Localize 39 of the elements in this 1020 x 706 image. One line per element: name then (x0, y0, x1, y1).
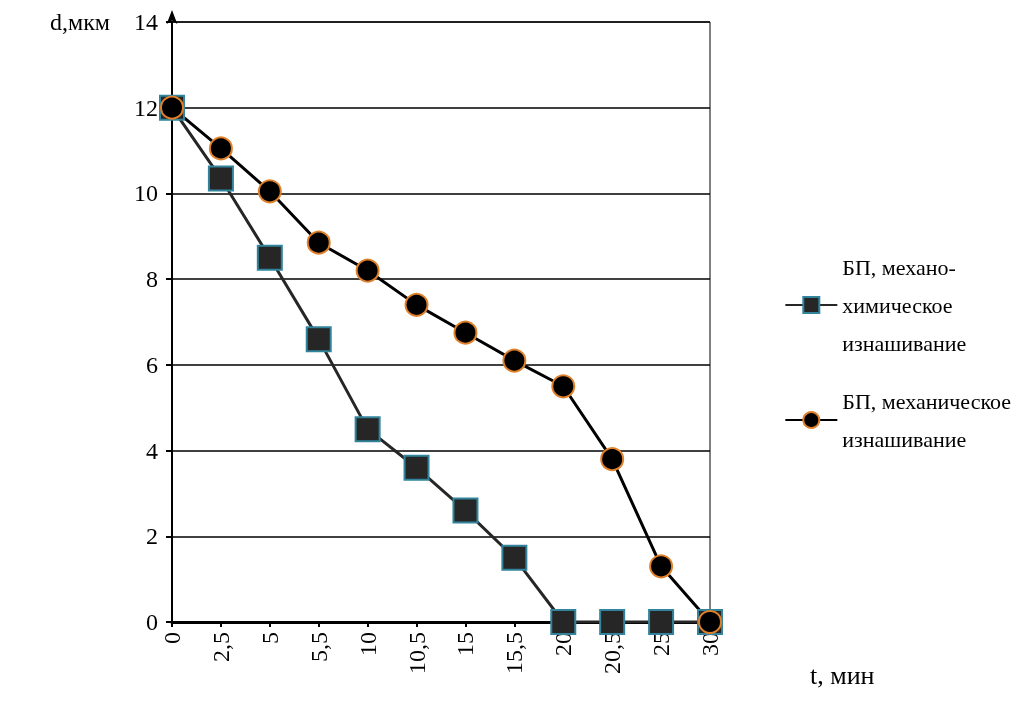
point (257, 179, 282, 204)
y-tick-label: 4 (146, 437, 158, 464)
y-tick-label: 12 (134, 94, 158, 121)
y-axis-title: d,мкм (49, 9, 110, 35)
x-tick-label: 5,5 (305, 632, 332, 662)
point (403, 454, 430, 481)
point (501, 544, 528, 571)
point (453, 320, 478, 345)
point (551, 374, 576, 399)
point (550, 609, 577, 635)
legend-label: БП, механическое изнашивание (842, 388, 1011, 452)
legend-label: БП, механо-химическое изнашивание (842, 254, 967, 356)
point (600, 447, 625, 472)
point (355, 258, 380, 283)
point (452, 497, 479, 524)
x-tick-label: 15 (452, 632, 479, 656)
point (599, 609, 626, 635)
y-tick-label: 2 (146, 523, 158, 550)
point (648, 609, 675, 635)
x-tick-label: 0 (159, 632, 185, 644)
x-axis-title: t, мин (810, 660, 875, 690)
x-tick-label: 2,5 (207, 632, 234, 662)
point (208, 136, 233, 161)
x-tick-label: 15,5 (501, 632, 528, 674)
y-tick-label: 10 (134, 180, 158, 207)
x-tick-label: 10 (354, 632, 381, 656)
x-tick-label: 5 (256, 632, 283, 644)
y-tick-label: 14 (134, 9, 158, 35)
point (207, 165, 234, 192)
x-tick-label: 10,5 (403, 632, 430, 674)
point (256, 244, 283, 271)
point (649, 554, 674, 579)
point (404, 292, 429, 317)
point (306, 230, 331, 255)
point (305, 326, 332, 353)
point (354, 416, 381, 443)
y-tick-label: 6 (146, 351, 158, 378)
point (502, 348, 527, 373)
y-tick-label: 8 (146, 266, 158, 293)
